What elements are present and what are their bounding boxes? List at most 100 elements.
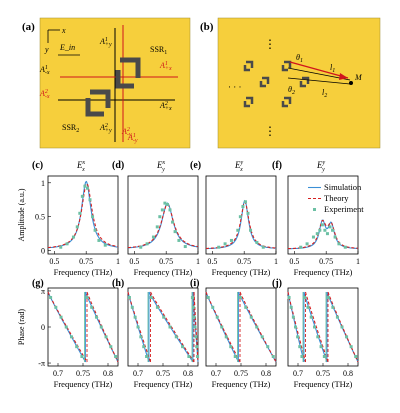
- experiment-point: [319, 345, 323, 349]
- experiment-point: [83, 184, 87, 188]
- experiment-point: [109, 345, 113, 349]
- plot-frame: [287, 287, 359, 367]
- x-tick-label: 1: [116, 257, 120, 266]
- charts: (c) Ex x 0.5 0.75 1 0 0.5 1 Amplitude (a.u.) Frequ…: [17, 160, 364, 389]
- legend-marker: [313, 208, 316, 211]
- x-tick-label: 0.7: [293, 369, 303, 378]
- l1-label: l1: [330, 63, 335, 74]
- panel-label: (c): [32, 160, 43, 171]
- vdots-bottom: ⋮: [264, 124, 276, 138]
- amplitude-panel: (c) Ex x 0.5 0.75 1 0 0.5 1 Amplitude (a.u.) Frequ…: [17, 160, 120, 277]
- experiment-point: [325, 232, 329, 236]
- y-tick-label: -π: [38, 359, 45, 368]
- ssr-element: [299, 76, 310, 88]
- experiment-point: [193, 325, 197, 329]
- experiment-point: [223, 242, 227, 246]
- experiment-point: [75, 345, 79, 349]
- experiment-point: [142, 345, 146, 349]
- experiment-point: [69, 335, 73, 339]
- experiment-point: [191, 305, 195, 309]
- experiment-point: [354, 354, 358, 358]
- ssr2-label: SSR2: [62, 123, 79, 134]
- experiment-point: [155, 305, 159, 309]
- experiment-point: [97, 238, 101, 242]
- x-tick-label: 0.8: [261, 369, 271, 378]
- experiment-point: [215, 315, 219, 319]
- experiment-point: [177, 238, 181, 242]
- experiment-point: [195, 345, 199, 349]
- experiment-point: [130, 305, 134, 309]
- experiment-point: [335, 315, 339, 319]
- experiment-point: [85, 296, 89, 300]
- experiment-point: [249, 228, 253, 232]
- panel-label: (h): [112, 278, 124, 289]
- panel-a: (a) x y E_in SSR1 SSR2 A1 +yA1 +xA1 -xA1 -yA…: [22, 17, 191, 149]
- experiment-point: [291, 315, 295, 319]
- y-tick-label: 0: [41, 247, 45, 256]
- experiment-point: [94, 315, 98, 319]
- experiment-point: [224, 335, 228, 339]
- experiment-point: [296, 335, 300, 339]
- experiment-point: [241, 205, 245, 209]
- point-m-label: M: [354, 73, 363, 82]
- x-tick-label: 0.75: [76, 369, 90, 378]
- experiment-point: [260, 335, 264, 339]
- experiment-point: [349, 345, 353, 349]
- port-label: A2 -y: [121, 127, 132, 138]
- experiment-point: [249, 315, 253, 319]
- experiment-point: [244, 305, 248, 309]
- experiment-point: [255, 240, 259, 244]
- x-axis-label: Frequency (THz): [54, 267, 113, 277]
- y-tick-label: π: [41, 287, 45, 296]
- experiment-point: [289, 305, 293, 309]
- experiment-point: [65, 242, 69, 246]
- experiment-point: [271, 354, 275, 358]
- y-tick-label: 0: [41, 323, 45, 332]
- experiment-point: [220, 325, 224, 329]
- panel-b-label: (b): [200, 21, 214, 33]
- experiment-point: [88, 198, 92, 202]
- experiment-point: [299, 245, 303, 249]
- x-axis-label: Frequency (THz): [212, 379, 271, 389]
- panel-b-background: [217, 17, 381, 149]
- experiment-point: [91, 215, 95, 219]
- experiment-point: [155, 225, 159, 229]
- ssr1-shape: [115, 57, 141, 89]
- experiment-point: [243, 200, 247, 204]
- experiment-point: [168, 325, 172, 329]
- experiment-point: [196, 354, 200, 358]
- l2-label: l2: [322, 88, 327, 99]
- port-label: A1 +y: [99, 37, 112, 48]
- experiment-point: [300, 354, 304, 358]
- experiment-point: [322, 354, 326, 358]
- experiment-point: [114, 354, 118, 358]
- x-tick-label: 0.75: [316, 369, 330, 378]
- experiment-point: [294, 325, 297, 329]
- legend-theory: Theory: [324, 193, 349, 203]
- x-axis-label: Frequency (THz): [294, 267, 353, 277]
- experiment-point: [181, 345, 185, 349]
- experiment-point: [158, 215, 162, 219]
- ssr2-shape: [85, 89, 111, 117]
- port-label: A1 -x: [39, 65, 50, 76]
- x-tick-label: 0.8: [183, 369, 193, 378]
- plot-frame: [205, 175, 277, 255]
- ssr-element: [243, 96, 254, 108]
- panel-b: (b) ⋮ ⋮ · · · M θ1 θ2 l1 l2: [200, 17, 381, 149]
- x-tick-label: 0.75: [234, 369, 248, 378]
- y-axis-label: Phase (rad): [17, 309, 26, 346]
- experiment-point: [194, 335, 198, 339]
- plot-frame: [287, 175, 359, 255]
- experiment-point: [316, 335, 320, 339]
- legend-simulation: Simulation: [324, 182, 362, 192]
- x-axis-label: Frequency (THz): [134, 267, 193, 277]
- x-tick-label: 0.7: [53, 369, 63, 378]
- panel-title: Ex x: [76, 160, 86, 173]
- experiment-point: [315, 232, 319, 236]
- ssr-array: [243, 60, 310, 108]
